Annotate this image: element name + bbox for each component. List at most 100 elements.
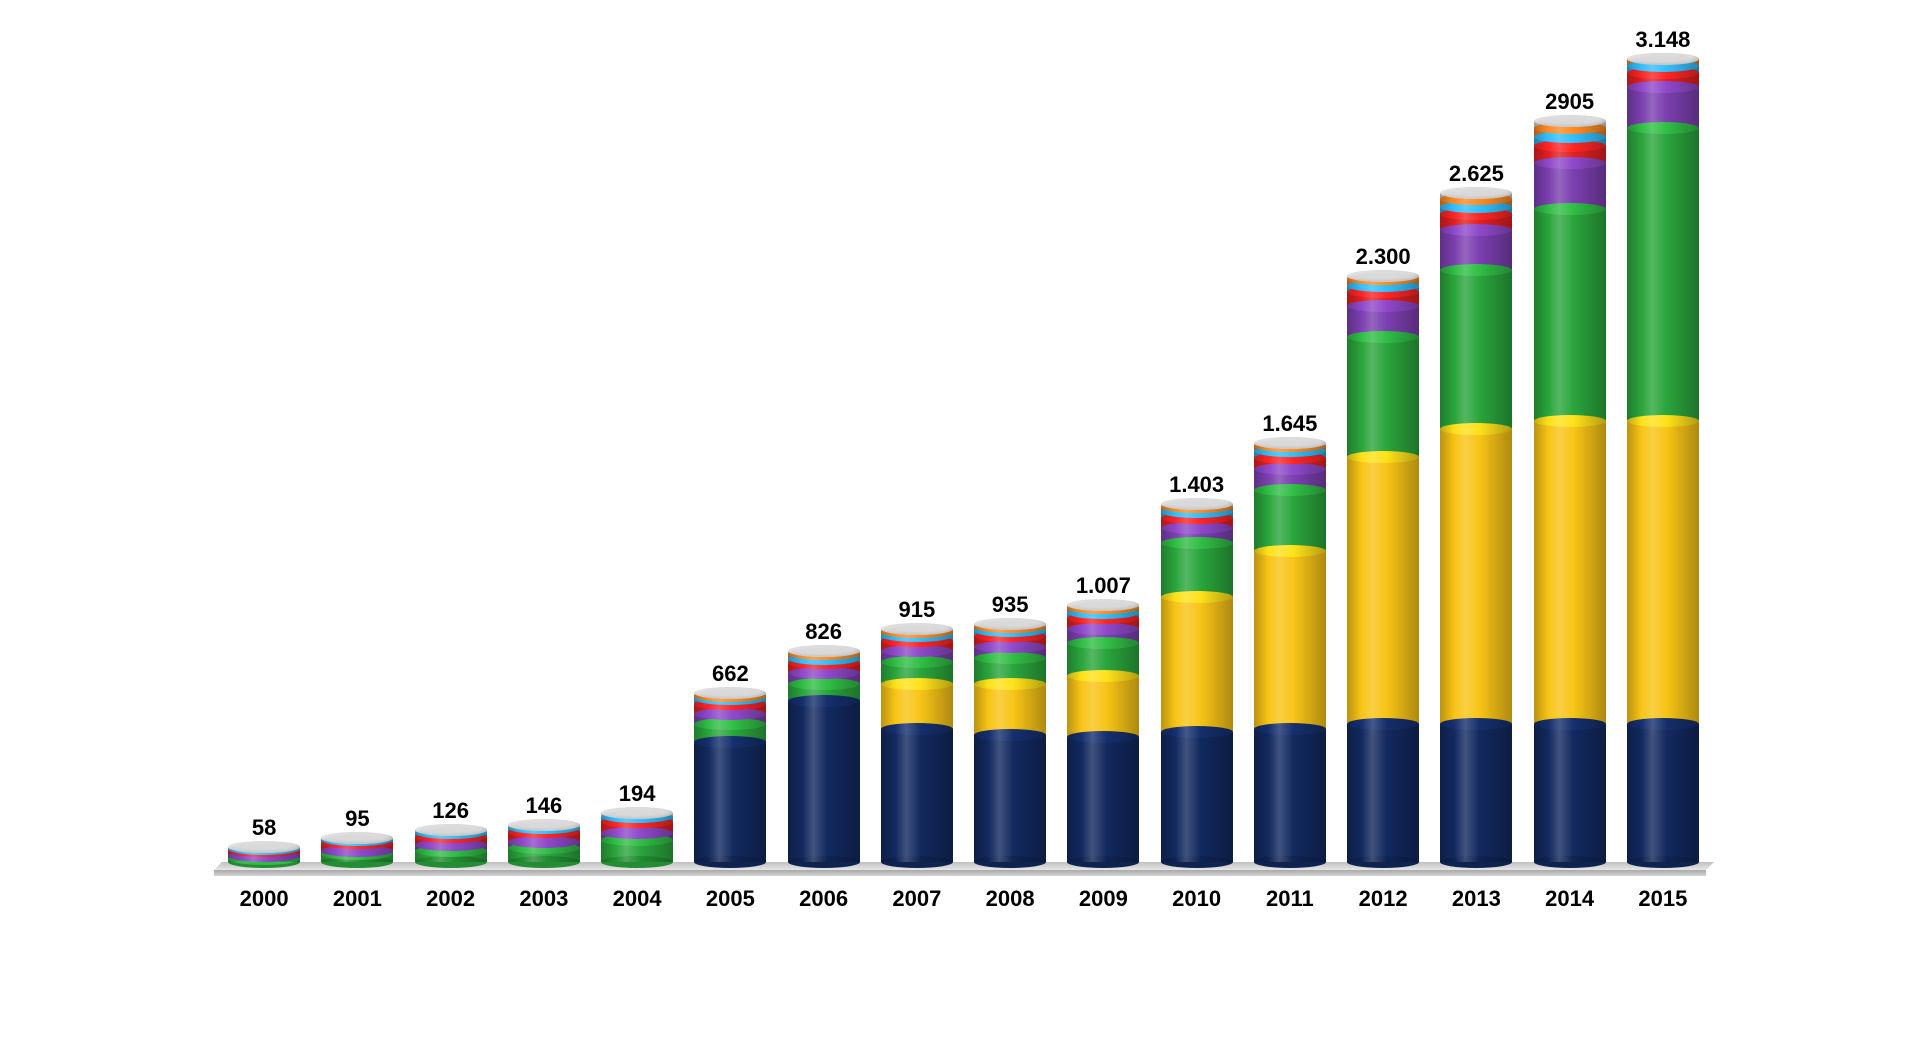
bar-segments (601, 813, 673, 862)
x-tick-label: 2012 (1337, 876, 1430, 930)
bar-slot: 662 (684, 661, 777, 862)
bar-cap-bottom (974, 856, 1046, 868)
x-tick-label: 2003 (497, 876, 590, 930)
bar-segment-navy (1440, 724, 1512, 862)
bar-segment-navy (1347, 724, 1419, 862)
bar-slot: 2905 (1523, 89, 1616, 862)
x-tick-label: 2006 (777, 876, 870, 930)
bar-slot: 146 (497, 793, 590, 862)
bar-segment-green (1254, 490, 1326, 551)
bar-slot: 2.625 (1430, 161, 1523, 862)
bar-segment-navy (1254, 729, 1326, 862)
bar-total-label: 1.007 (1076, 573, 1131, 599)
bar-slot: 95 (311, 806, 404, 862)
bar-cap-bottom (1440, 856, 1512, 868)
bar-cylinder (881, 629, 953, 862)
bar-cylinder (1627, 59, 1699, 862)
x-tick-label: 2001 (311, 876, 404, 930)
bar-total-label: 126 (432, 798, 469, 824)
x-tick-label: 2009 (1057, 876, 1150, 930)
bar-segments (974, 624, 1046, 862)
bar-segments (694, 693, 766, 862)
bar-cap-top (1254, 437, 1326, 449)
bar-cap-top (974, 618, 1046, 630)
x-tick-label: 2015 (1616, 876, 1709, 930)
bar-total-label: 58 (252, 815, 276, 841)
bar-total-label: 1.403 (1169, 472, 1224, 498)
bar-segment-green (1440, 270, 1512, 428)
bar-total-label: 1.645 (1262, 411, 1317, 437)
bar-cylinder (974, 624, 1046, 862)
bar-total-label: 915 (899, 597, 936, 623)
bar-slot: 826 (777, 619, 870, 862)
x-tick-label: 2000 (218, 876, 311, 930)
bar-slot: 915 (870, 597, 963, 862)
bar-segment-yellow (1440, 429, 1512, 725)
x-tick-label: 2004 (591, 876, 684, 930)
bar-cylinder (788, 651, 860, 862)
bar-segment-yellow (1347, 457, 1419, 725)
bar-segment-yellow (1067, 676, 1139, 737)
bar-cap-top (1347, 270, 1419, 282)
bar-cap-top (321, 832, 393, 844)
bar-segments (1440, 193, 1512, 862)
x-tick-label: 2002 (404, 876, 497, 930)
bar-segment-navy (788, 701, 860, 862)
bar-cylinder (1347, 276, 1419, 863)
chart-container: 58 95 126 146 194 662 826 915 935 1.007 1.403 1.645… (214, 30, 1714, 930)
bar-total-label: 194 (619, 781, 656, 807)
bar-cap-bottom (415, 856, 487, 868)
bar-segments (788, 651, 860, 862)
bar-total-label: 2.300 (1356, 244, 1411, 270)
bar-cap-top (508, 819, 580, 831)
bar-slot: 126 (404, 798, 497, 862)
bar-cylinder (1254, 443, 1326, 862)
bar-segment-navy (1534, 724, 1606, 862)
bar-cap-bottom (788, 856, 860, 868)
bar-segment-yellow (1627, 421, 1699, 724)
bar-segment-green (1534, 209, 1606, 421)
bar-slot: 2.300 (1337, 244, 1430, 863)
bar-cylinder (601, 813, 673, 862)
bar-total-label: 95 (345, 806, 369, 832)
bar-slot: 194 (591, 781, 684, 862)
bar-segments (1067, 605, 1139, 862)
bar-cap-top (601, 807, 673, 819)
bar-segment-navy (1627, 724, 1699, 862)
bar-cap-bottom (1254, 856, 1326, 868)
bar-segment-navy (974, 735, 1046, 863)
bar-slot: 1.645 (1243, 411, 1336, 862)
bar-cap-bottom (1347, 856, 1419, 868)
bar-segments (1347, 276, 1419, 863)
x-axis: 2000200120022003200420052006200720082009… (214, 876, 1714, 930)
bar-slot: 3.148 (1616, 27, 1709, 862)
bar-total-label: 935 (992, 592, 1029, 618)
bar-cylinder (1067, 605, 1139, 862)
bar-cylinder (1534, 121, 1606, 862)
bar-segment-purple (321, 851, 393, 855)
bar-cap-bottom (1161, 856, 1233, 868)
bars-row: 58 95 126 146 194 662 826 915 935 1.007 1.403 1.645… (214, 30, 1714, 862)
bar-cap-top (881, 623, 953, 635)
bar-segments (1161, 504, 1233, 862)
x-tick-label: 2007 (870, 876, 963, 930)
bar-segment-yellow (1254, 551, 1326, 730)
bar-cap-bottom (1627, 856, 1699, 868)
bar-cap-bottom (1067, 856, 1139, 868)
x-tick-label: 2014 (1523, 876, 1616, 930)
bar-cylinder (508, 825, 580, 862)
bar-cylinder (1161, 504, 1233, 862)
plot-area: 58 95 126 146 194 662 826 915 935 1.007 1.403 1.645… (214, 30, 1714, 876)
bar-segment-yellow (974, 684, 1046, 735)
bar-segment-green (1627, 128, 1699, 421)
bar-slot: 1.403 (1150, 472, 1243, 862)
bar-segments (1534, 121, 1606, 862)
bar-segments (1254, 443, 1326, 862)
bar-segments (1627, 59, 1699, 862)
bar-cap-bottom (694, 856, 766, 868)
bar-total-label: 2.625 (1449, 161, 1504, 187)
bar-segment-green (1161, 543, 1233, 597)
bar-segment-navy (694, 742, 766, 862)
bar-total-label: 662 (712, 661, 749, 687)
bar-cylinder (321, 838, 393, 862)
